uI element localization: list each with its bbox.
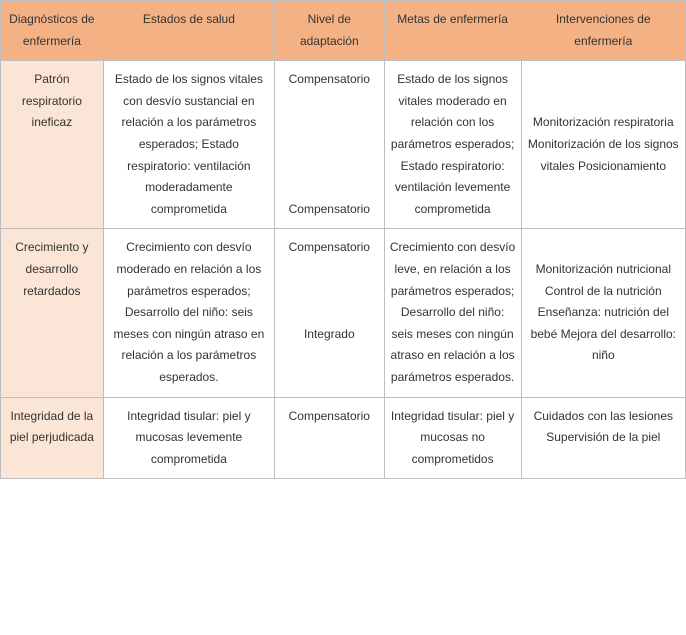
cell-intervenciones: Cuidados con las lesiones Supervisión de… (521, 397, 685, 479)
cell-metas: Estado de los signos vitales moderado en… (384, 61, 521, 229)
cell-estado: Estado de los signos vitales con desvío … (103, 61, 274, 229)
cell-nivel: CompensatorioCompensatorio (275, 61, 385, 229)
header-metas: Metas de enfermería (384, 1, 521, 61)
cell-estado: Integridad tisular: piel y mucosas levem… (103, 397, 274, 479)
cell-diagnostico: Integridad de la piel perjudicada (1, 397, 104, 479)
cell-diagnostico: Crecimiento y desarrollo retardados (1, 229, 104, 397)
cell-intervenciones: Monitorización respiratoria Monitorizaci… (521, 61, 685, 229)
cell-estado: Crecimiento con desvío moderado en relac… (103, 229, 274, 397)
table-header-row: Diagnósticos de enfermería Estados de sa… (1, 1, 686, 61)
cell-metas: Integridad tisular: piel y mucosas no co… (384, 397, 521, 479)
header-nivel: Nivel de adaptación (275, 1, 385, 61)
header-intervenciones: Intervenciones de enfermería (521, 1, 685, 61)
table-row: Patrón respiratorio ineficaz Estado de l… (1, 61, 686, 229)
cell-nivel: CompensatorioIntegrado (275, 229, 385, 397)
table-row: Crecimiento y desarrollo retardados Crec… (1, 229, 686, 397)
cell-metas: Crecimiento con desvío leve, en relación… (384, 229, 521, 397)
table-row: Integridad de la piel perjudicada Integr… (1, 397, 686, 479)
cell-diagnostico: Patrón respiratorio ineficaz (1, 61, 104, 229)
header-estados: Estados de salud (103, 1, 274, 61)
nursing-care-table: Diagnósticos de enfermería Estados de sa… (0, 0, 686, 479)
cell-nivel: Compensatorio (275, 397, 385, 479)
cell-intervenciones: Monitorización nutricional Control de la… (521, 229, 685, 397)
header-diagnosticos: Diagnósticos de enfermería (1, 1, 104, 61)
